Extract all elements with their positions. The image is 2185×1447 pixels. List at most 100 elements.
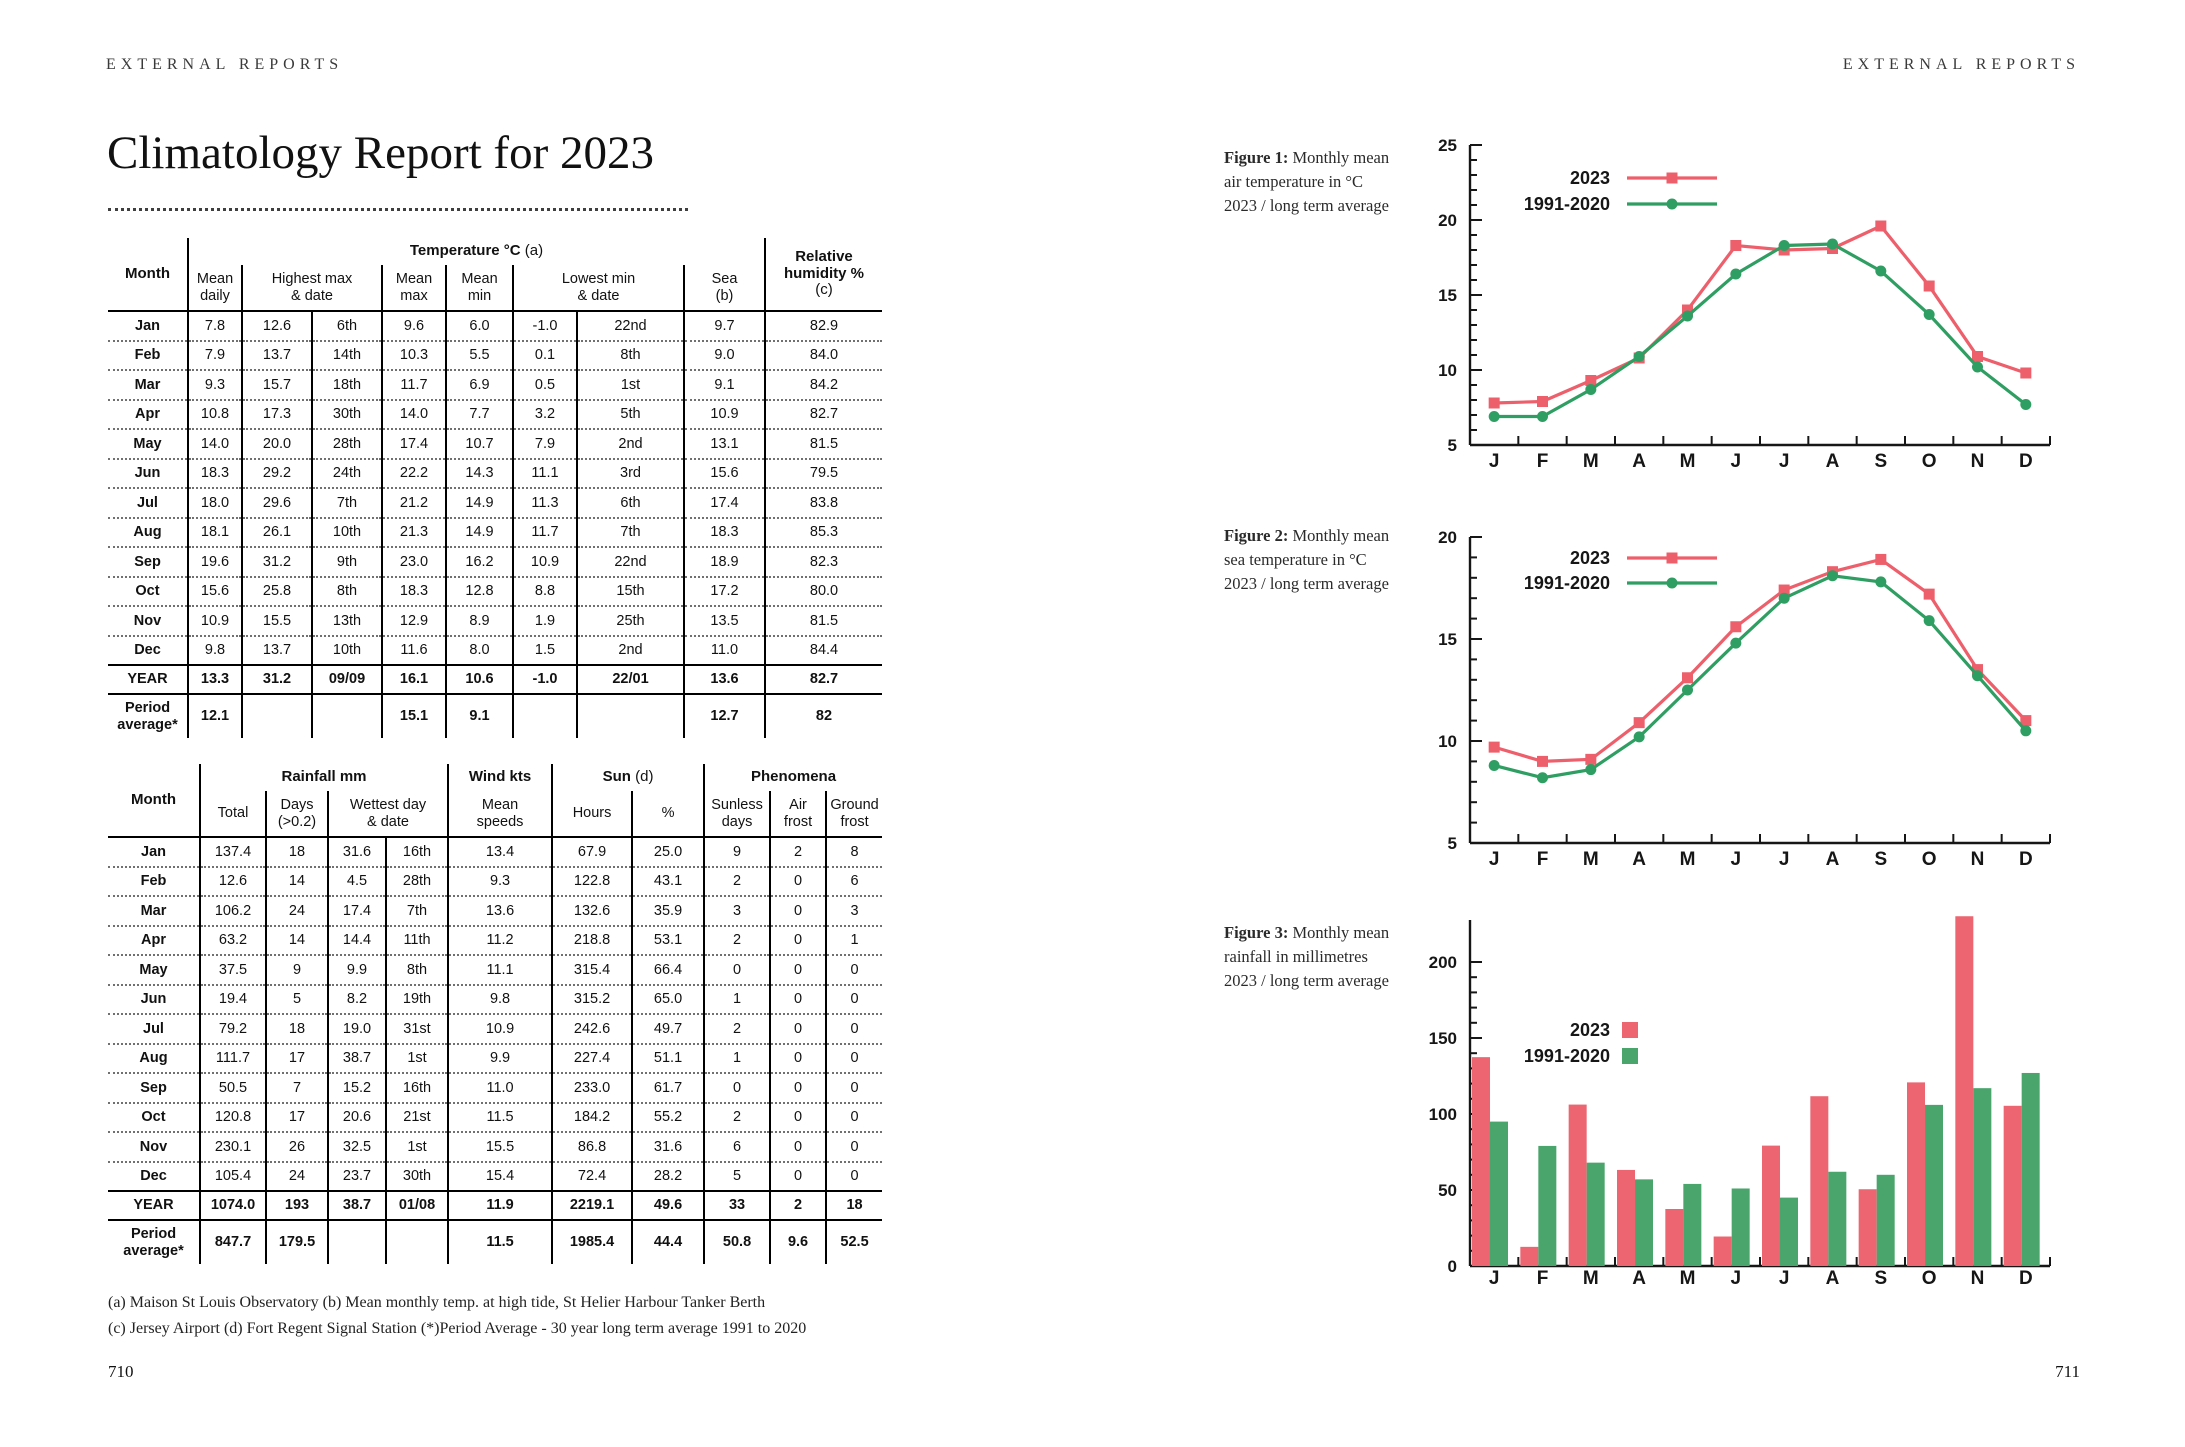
- t2-row: Apr 63.2 14 14.4 11th 11.2 218.8 53.1 2 0 1: [108, 924, 883, 955]
- t2-cell: 15.2: [328, 1072, 387, 1103]
- t1-cell: 10.9: [188, 605, 243, 636]
- t2-row-month: Nov: [108, 1131, 201, 1162]
- t1-cell: 26.1: [242, 516, 313, 547]
- series-line-2023: [1494, 224, 2027, 405]
- t1-cell: 22nd: [577, 311, 685, 341]
- t1-cell: 11.7: [513, 516, 578, 547]
- t2-period-cell: 50.8: [704, 1219, 772, 1264]
- t2-period-cell: 179.5: [266, 1219, 329, 1264]
- t1-cell: 14.9: [446, 487, 514, 518]
- legend-swatch: [1622, 1022, 1638, 1038]
- t2-cell: 55.2: [632, 1101, 706, 1132]
- y-tick-label: 10: [1438, 732, 1457, 751]
- t2-period-cell: 1985.4: [552, 1219, 634, 1264]
- t1-cell: 18.3: [382, 575, 447, 606]
- t1-cell: 23.0: [382, 546, 447, 577]
- t1-period-cell: [577, 693, 685, 738]
- footnotes: (a) Maison St Louis Observatory (b) Mean…: [108, 1290, 938, 1342]
- t2-cell: 8th: [386, 954, 450, 985]
- t1-period-row: Period average* 12.1 15.1 9.1 12.7 82: [108, 693, 882, 738]
- t2-row: Mar 106.2 24 17.4 7th 13.6 132.6 35.9 3 0 3: [108, 895, 883, 926]
- t1-cell: 7.8: [188, 311, 243, 341]
- t1-period-cell: 9.1: [446, 693, 514, 738]
- t1-cell: 25.8: [242, 575, 313, 606]
- t2-cell: 0: [826, 1013, 883, 1044]
- t1-cell: 19.6: [188, 546, 243, 577]
- legend-label: 2023: [1570, 1020, 1610, 1040]
- t2-cell: 11th: [386, 924, 450, 955]
- bar-1991-2020: [1490, 1121, 1508, 1266]
- t1-subhead: Lowest min & date: [513, 265, 685, 312]
- legend-label: 1991-2020: [1524, 1046, 1610, 1066]
- t1-row: Dec 9.8 13.7 10th 11.6 8.0 1.5 2nd 11.0 84.4: [108, 634, 882, 665]
- x-tick-label: J: [1731, 451, 1742, 472]
- t2-cell: 63.2: [200, 924, 267, 955]
- t1-cell: 18.9: [684, 546, 766, 577]
- t2-cell: 0: [704, 1072, 772, 1103]
- bar-1991-2020: [2021, 1072, 2040, 1266]
- t2-period-cell: [328, 1219, 387, 1264]
- t2-cell: 0: [770, 954, 828, 985]
- t1-cell: 18.1: [188, 516, 243, 547]
- x-tick-label: O: [1922, 1268, 1937, 1289]
- t2-cell: 16th: [386, 1072, 450, 1103]
- x-tick-label: A: [1826, 1268, 1840, 1289]
- t2-cell: 26: [266, 1131, 329, 1162]
- series-marker: [1778, 240, 1790, 251]
- t1-cell: 13.1: [684, 428, 766, 459]
- t2-cell: 23.7: [328, 1160, 387, 1191]
- t2-cell: 242.6: [552, 1013, 634, 1044]
- t2-cell: 2: [704, 924, 772, 955]
- series-marker: [1666, 577, 1678, 589]
- x-tick-label: D: [2019, 849, 2033, 870]
- t1-cell: 8.9: [446, 605, 514, 636]
- t1-row-month: Dec: [108, 634, 189, 665]
- t1-cell: 12.6: [242, 311, 313, 341]
- t2-cell: 2: [704, 1101, 772, 1132]
- x-tick-label: O: [1922, 849, 1937, 870]
- figure3-caption-line1: Figure 3: Monthly mean: [1224, 923, 1390, 942]
- bar-2023: [1955, 916, 1974, 1266]
- t2-cell: 72.4: [552, 1160, 634, 1191]
- t1-cell: 7th: [577, 516, 685, 547]
- t2-cell: 17: [266, 1101, 329, 1132]
- series-marker: [1923, 615, 1935, 627]
- x-tick-label: A: [1632, 849, 1646, 870]
- series-marker: [1585, 384, 1597, 395]
- series-marker: [1827, 570, 1838, 582]
- t1-row: Oct 15.6 25.8 8th 18.3 12.8 8.8 15th 17.2 80.0: [108, 575, 882, 606]
- t2-cell: 15.5: [448, 1131, 554, 1162]
- t1-cell: 14.0: [382, 398, 447, 429]
- t2-cell: 49.7: [632, 1013, 706, 1044]
- t1-cell: 8th: [312, 575, 383, 606]
- t1-year-cell: -1.0: [513, 664, 578, 694]
- bar-2023: [1617, 1169, 1635, 1266]
- t2-year-cell: 33: [704, 1190, 772, 1220]
- t2-cell: 227.4: [552, 1042, 634, 1073]
- t2-cell: 14: [266, 924, 329, 955]
- series-marker: [1730, 621, 1742, 633]
- series-marker: [1488, 411, 1500, 422]
- series-marker: [1633, 731, 1645, 743]
- t1-cell: 15th: [577, 575, 685, 606]
- t1-cell: 11.6: [382, 634, 447, 665]
- bar-1991-2020: [1635, 1179, 1653, 1266]
- bar-1991-2020: [1876, 1174, 1895, 1266]
- t2-row: Jan 137.4 18 31.6 16th 13.4 67.9 25.0 9 2 8: [108, 837, 882, 867]
- t1-cell: 10.3: [382, 339, 447, 370]
- t1-cell: 82.3: [765, 546, 882, 577]
- t1-subhead: Highest max & date: [242, 265, 383, 312]
- t1-cell: 6.0: [446, 311, 514, 341]
- t2-year-cell: YEAR: [108, 1190, 201, 1220]
- t2-group-rainfall: Rainfall mm: [200, 764, 450, 791]
- t1-cell: 1.9: [513, 605, 578, 636]
- bar-2023: [1762, 1145, 1780, 1266]
- t1-cell: 79.5: [765, 457, 882, 488]
- t2-cell: 315.2: [552, 983, 634, 1014]
- series-marker: [1682, 672, 1693, 684]
- t2-cell: 25.0: [632, 837, 706, 867]
- series-marker: [1537, 772, 1548, 784]
- series-marker: [1972, 361, 1983, 373]
- figure2-caption-line1: Figure 2: Monthly mean: [1224, 526, 1390, 545]
